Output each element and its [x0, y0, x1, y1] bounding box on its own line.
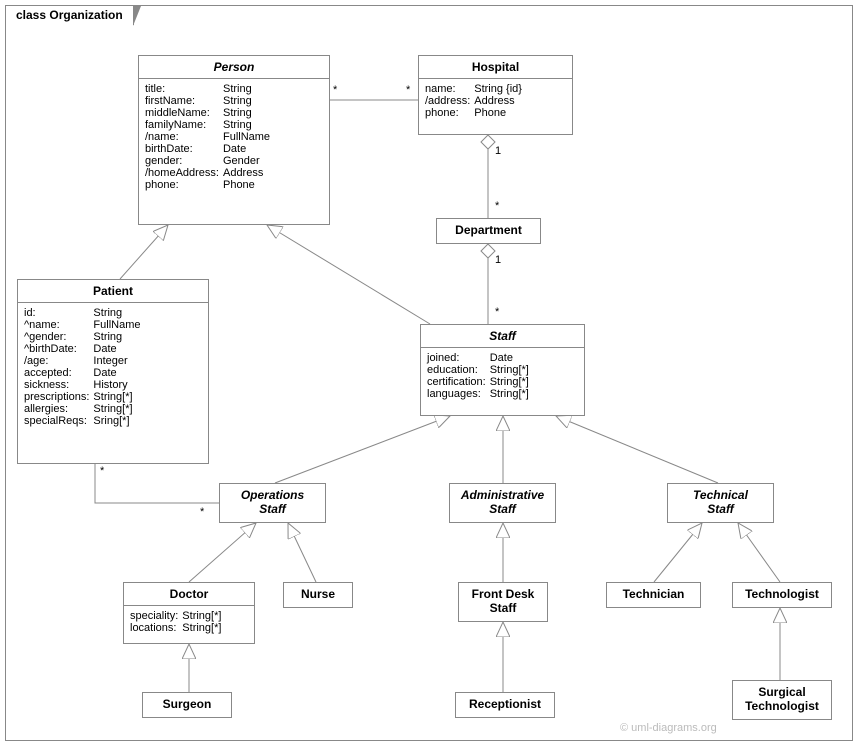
mult-hospital-side: *	[406, 84, 410, 96]
frame-title: class Organization	[5, 5, 134, 25]
mult-ops-side: *	[200, 506, 204, 518]
class-administrative-staff: Administrative Staff	[449, 483, 556, 523]
class-staff: Staffjoined:Dateeducation:String[*]certi…	[420, 324, 585, 416]
class-nurse: Nurse	[283, 582, 353, 608]
class-person: Persontitle:StringfirstName:Stringmiddle…	[138, 55, 330, 225]
mult-hospital-dept-h: 1	[495, 145, 501, 157]
class-front-desk-staff: Front Desk Staff	[458, 582, 548, 622]
class-operations-staff: Operations Staff	[219, 483, 326, 523]
class-surgeon: Surgeon	[142, 692, 232, 718]
class-receptionist: Receptionist	[455, 692, 555, 718]
class-surgical-technologist: Surgical Technologist	[732, 680, 832, 720]
mult-hospital-dept-d: *	[495, 200, 499, 212]
class-department: Department	[436, 218, 541, 244]
class-technical-staff: Technical Staff	[667, 483, 774, 523]
watermark: © uml-diagrams.org	[620, 722, 717, 734]
class-technologist: Technologist	[732, 582, 832, 608]
mult-patient-side: *	[100, 465, 104, 477]
class-doctor: Doctorspeciality:String[*]locations:Stri…	[123, 582, 255, 644]
class-technician: Technician	[606, 582, 701, 608]
class-patient: Patientid:String^name:FullName^gender:St…	[17, 279, 209, 464]
mult-dept-staff-d: 1	[495, 254, 501, 266]
mult-person-side: *	[333, 84, 337, 96]
uml-diagram: class Organization Persontitle:Stringfir…	[0, 0, 860, 747]
mult-dept-staff-s: *	[495, 306, 499, 318]
class-hospital: Hospitalname:String {id}/address:Address…	[418, 55, 573, 135]
